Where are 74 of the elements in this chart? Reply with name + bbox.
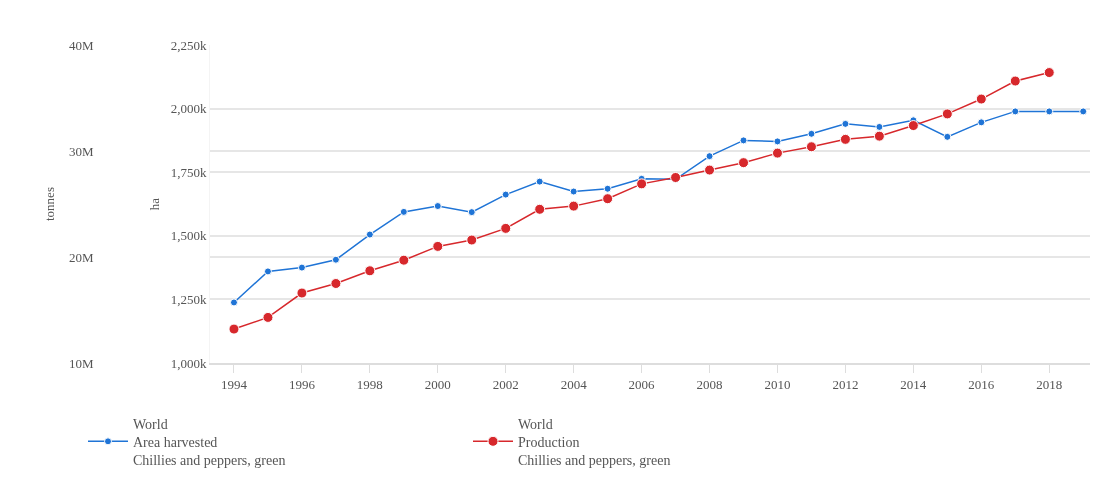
point — [365, 230, 374, 239]
point — [1011, 107, 1020, 116]
x-tick-label: 1998 — [356, 376, 383, 392]
point — [738, 157, 750, 169]
point — [433, 202, 442, 211]
legend-label: World Production Chillies and peppers, green — [518, 416, 671, 468]
x-tick-label: 2004 — [560, 376, 588, 392]
point — [636, 178, 648, 190]
point — [330, 278, 342, 289]
point — [398, 254, 410, 266]
y-axis-title: ha — [146, 197, 162, 211]
point — [364, 265, 376, 277]
y2-tick-label: 20M — [69, 249, 95, 265]
y-tick-label: 1,750k — [170, 164, 208, 180]
x-tick-label: 2008 — [696, 376, 723, 392]
y2-tick-label: 30M — [69, 143, 95, 159]
x-tick-label: 2018 — [1036, 376, 1063, 392]
point — [841, 119, 850, 128]
y2-tick-label: 10M — [69, 355, 95, 371]
point — [331, 255, 340, 264]
point — [704, 164, 716, 176]
point — [943, 132, 952, 141]
point — [534, 203, 546, 215]
x-tick-label: 2014 — [900, 376, 927, 392]
point — [500, 222, 512, 234]
point — [839, 133, 851, 145]
y-tick-label: 1,000k — [170, 355, 208, 371]
point — [432, 240, 444, 252]
legend-label: World Area harvested Chillies and peppers, green — [133, 416, 286, 468]
point — [399, 207, 408, 216]
point — [907, 120, 919, 132]
point — [773, 137, 782, 146]
y2-axis-title: tonnes — [41, 187, 57, 221]
point — [941, 108, 953, 120]
point — [228, 323, 240, 335]
point — [262, 311, 274, 323]
point — [296, 287, 308, 299]
point — [1045, 107, 1054, 116]
point — [603, 184, 612, 193]
point — [263, 267, 272, 276]
point — [1079, 107, 1088, 116]
point — [771, 147, 783, 159]
point — [501, 190, 510, 199]
point — [807, 129, 816, 138]
x-tick-label: 2006 — [628, 376, 656, 392]
y-tick-label: 1,250k — [170, 291, 208, 307]
x-tick-label: 2012 — [832, 376, 859, 392]
y-tick-label: 2,000k — [170, 101, 208, 117]
point — [1043, 67, 1055, 79]
y2-tick-label: 40M — [69, 37, 95, 53]
y-tick-label: 2,250k — [170, 37, 208, 53]
point — [739, 136, 748, 145]
point — [705, 152, 714, 161]
x-tick-label: 1994 — [220, 376, 248, 392]
point — [602, 193, 614, 205]
point — [569, 187, 578, 196]
x-tick-label: 2010 — [764, 376, 791, 392]
point — [873, 130, 885, 142]
point — [297, 263, 306, 272]
point — [977, 118, 986, 127]
x-tick-label: 1996 — [288, 376, 316, 392]
point — [568, 200, 580, 212]
point — [1009, 75, 1021, 87]
point — [975, 93, 987, 105]
x-tick-label: 2000 — [424, 376, 451, 392]
point — [875, 122, 884, 131]
point — [466, 234, 478, 246]
y-tick-label: 1,500k — [170, 228, 208, 244]
point — [467, 208, 476, 217]
point — [229, 298, 238, 307]
point — [535, 177, 544, 186]
x-tick-label: 2016 — [968, 376, 995, 392]
point — [805, 141, 817, 153]
x-tick-label: 2002 — [492, 376, 519, 392]
